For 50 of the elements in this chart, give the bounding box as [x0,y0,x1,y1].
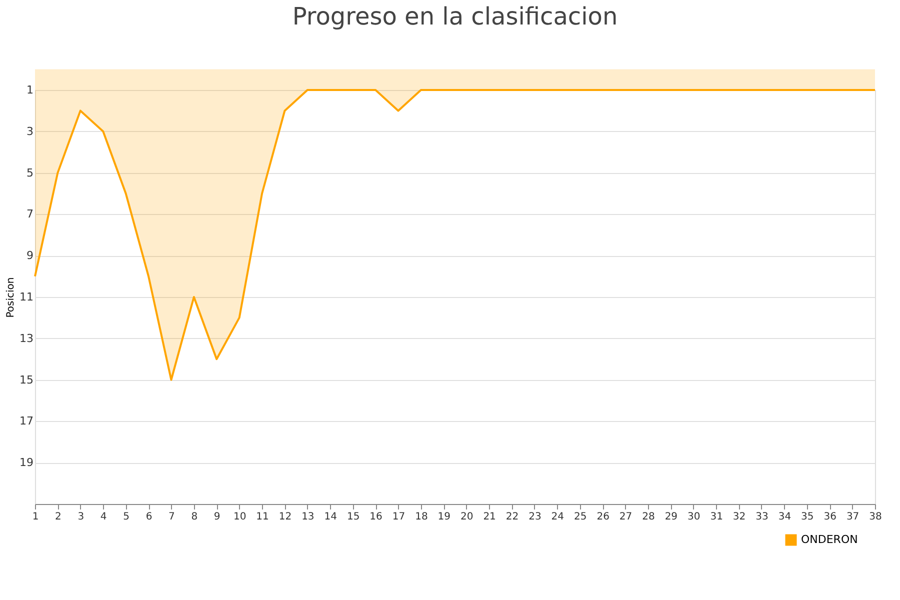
x-tick-label: 5 [123,512,130,522]
x-tick-label: 38 [869,512,882,522]
x-tick-label: 29 [664,512,678,522]
x-tick-label: 27 [619,512,632,522]
chart-title: Progreso en la clasificacion [292,2,618,30]
y-tick-label: 9 [26,249,34,262]
x-tick-label: 35 [801,512,814,522]
y-tick-label: 15 [20,373,34,386]
x-tick-label: 34 [778,512,792,522]
y-tick-label: 7 [26,208,34,221]
x-tick-label: 16 [370,512,382,522]
x-tick-label: 18 [415,512,428,522]
x-tick-label: 37 [846,512,860,522]
x-tick-label: 7 [168,512,175,522]
x-tick-label: 10 [233,512,246,522]
y-axis-title: Posicion [6,277,17,318]
x-tick-label: 36 [824,512,836,522]
x-tick-label: 6 [146,512,152,522]
x-tick-label: 31 [710,512,723,522]
x-tick-label: 32 [732,512,746,522]
y-tick-label: 19 [20,456,34,470]
y-tick-label: 13 [20,332,34,345]
x-tick-label: 12 [278,512,292,522]
x-tick-label: 15 [346,512,360,522]
y-tick-label: 5 [26,166,34,180]
x-tick-label: 3 [78,512,84,522]
x-tick-label: 14 [324,512,337,522]
y-tick-label: 11 [20,290,34,304]
x-tick-label: 13 [302,512,314,522]
x-tick-label: 4 [100,512,107,522]
x-tick-label: 21 [483,512,496,522]
x-tick-label: 26 [596,512,610,522]
y-tick-label: 17 [20,414,34,428]
y-tick-label: 3 [26,124,34,138]
x-tick-label: 9 [214,512,220,522]
x-tick-label: 24 [551,512,564,522]
x-tick-label: 25 [574,512,587,522]
legend-label: ONDERON [801,533,858,546]
x-tick-label: 28 [642,512,655,522]
x-tick-label: 11 [256,512,269,522]
x-tick-label: 17 [392,512,406,522]
x-tick-label: 30 [688,512,700,522]
x-tick-label: 22 [506,512,519,522]
y-tick-label: 1 [26,84,34,96]
x-tick-label: 2 [55,512,62,522]
x-tick-label: 19 [438,512,451,522]
x-tick-label: 20 [460,512,474,522]
x-tick-label: 33 [756,512,768,522]
x-tick-label: 8 [191,512,198,522]
x-tick-label: 23 [528,512,542,522]
